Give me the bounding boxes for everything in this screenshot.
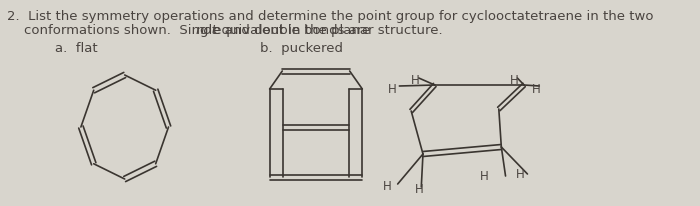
Text: H: H xyxy=(411,74,420,87)
Text: not: not xyxy=(195,24,217,37)
Text: 2.  List the symmetry operations and determine the point group for cyclooctatetr: 2. List the symmetry operations and dete… xyxy=(7,10,653,23)
Text: H: H xyxy=(389,83,397,96)
Text: equivalent in the planar structure.: equivalent in the planar structure. xyxy=(209,24,442,37)
Text: conformations shown.  Single and double bonds are: conformations shown. Single and double b… xyxy=(7,24,374,37)
Text: b.  puckered: b. puckered xyxy=(260,42,343,55)
Text: H: H xyxy=(414,182,423,195)
Text: H: H xyxy=(510,74,518,87)
Text: a.  flat: a. flat xyxy=(55,42,97,55)
Text: H: H xyxy=(383,179,392,192)
Text: H: H xyxy=(480,169,489,182)
Text: H: H xyxy=(532,83,541,96)
Text: H: H xyxy=(515,167,524,180)
